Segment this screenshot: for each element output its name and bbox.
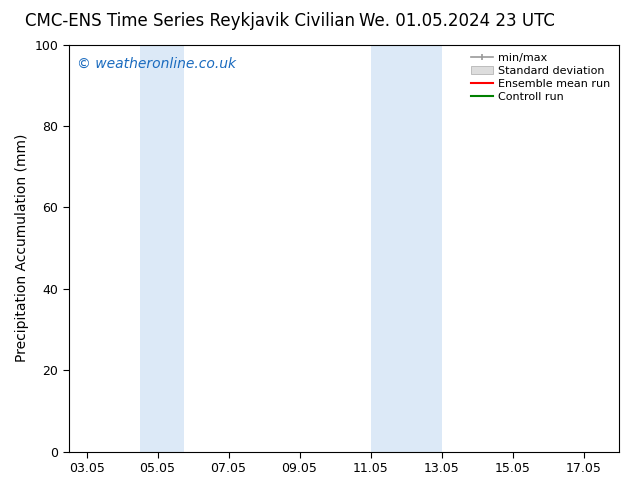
Bar — [140, 45, 184, 452]
Text: We. 01.05.2024 23 UTC: We. 01.05.2024 23 UTC — [359, 12, 554, 30]
Legend: min/max, Standard deviation, Ensemble mean run, Controll run: min/max, Standard deviation, Ensemble me… — [468, 50, 614, 105]
Text: CMC-ENS Time Series Reykjavik Civilian: CMC-ENS Time Series Reykjavik Civilian — [25, 12, 355, 30]
Bar — [370, 45, 441, 452]
Text: © weatheronline.co.uk: © weatheronline.co.uk — [77, 57, 236, 71]
Y-axis label: Precipitation Accumulation (mm): Precipitation Accumulation (mm) — [15, 134, 29, 362]
